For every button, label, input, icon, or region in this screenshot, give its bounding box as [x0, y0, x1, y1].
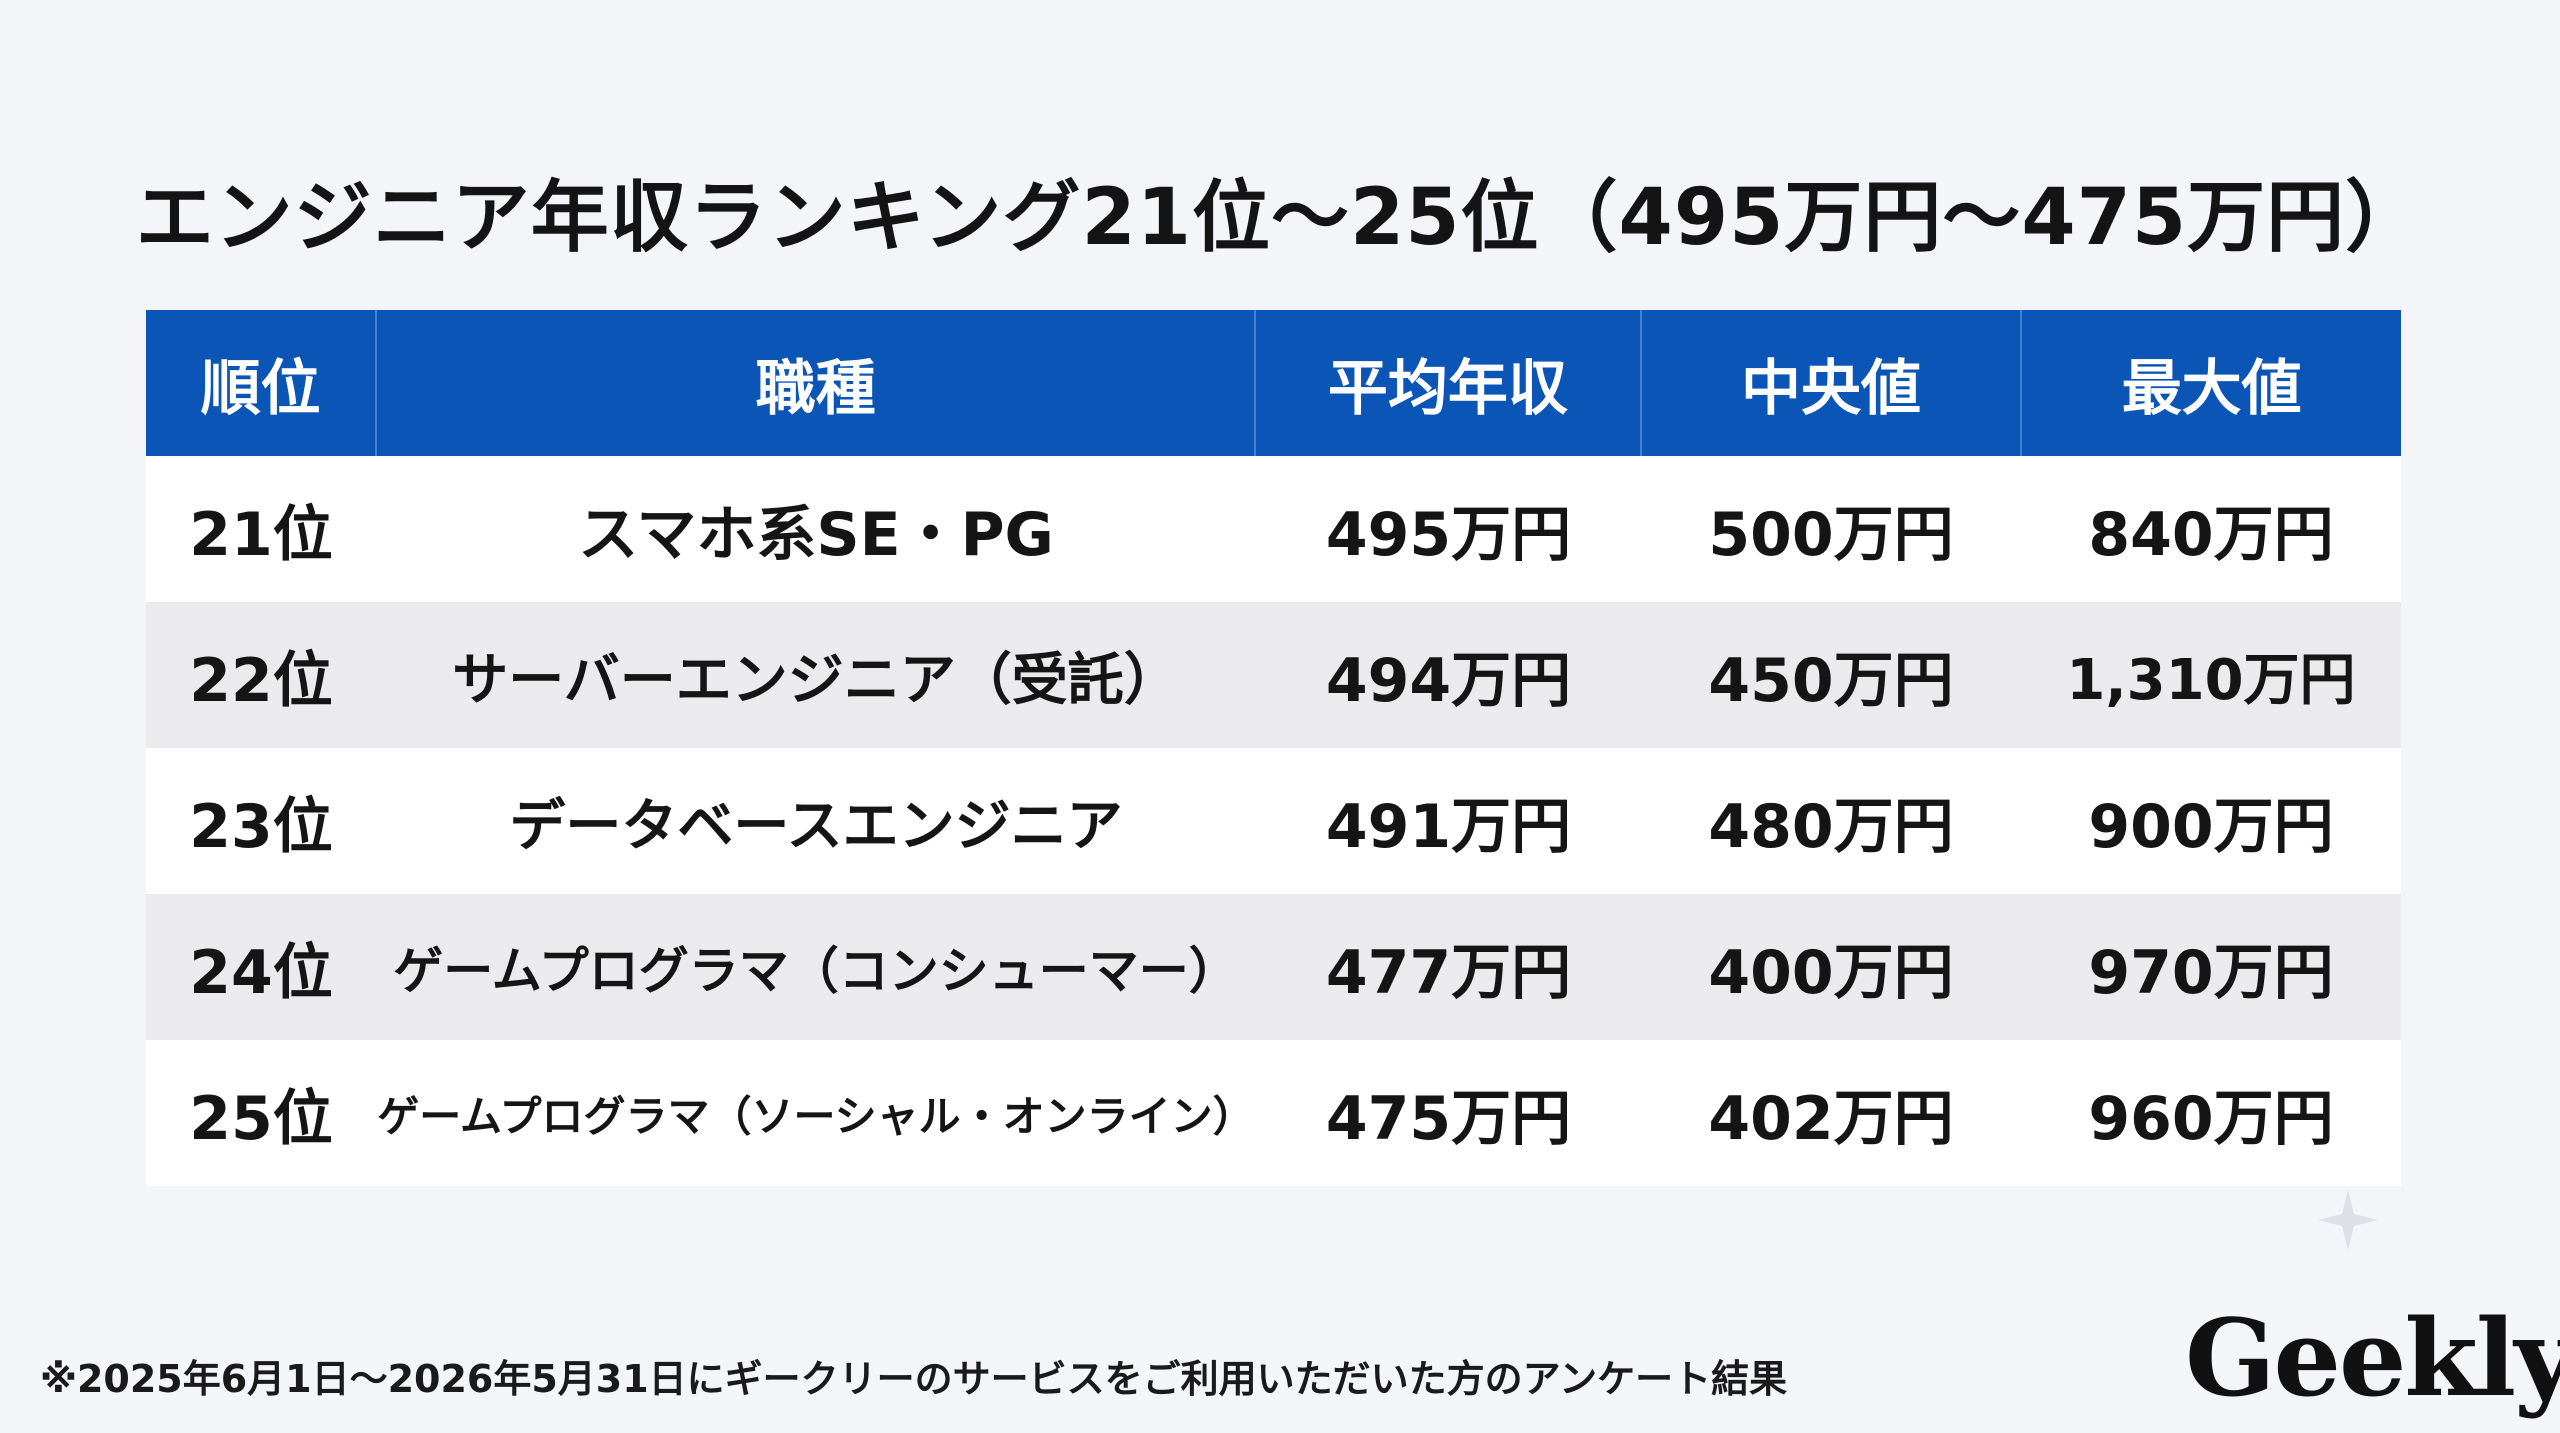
- table-row: 25位 ゲームプログラマ（ソーシャル・オンライン） 475万円 402万円 96…: [146, 1040, 2401, 1186]
- table-row: 21位 スマホ系SE・PG 495万円 500万円 840万円: [146, 456, 2401, 602]
- rank-cell: 24位: [189, 937, 333, 1008]
- job-type-cell: データベースエンジニア: [509, 793, 1123, 859]
- job-type-cell: サーバーエンジニア（受託）: [452, 647, 1180, 713]
- rank-cell: 21位: [189, 499, 333, 570]
- average-salary-cell: 475万円: [1325, 1083, 1572, 1154]
- job-type-cell: ゲームプログラマ（ソーシャル・オンライン）: [377, 1091, 1255, 1141]
- table-row: 22位 サーバーエンジニア（受託） 494万円 450万円 1,310万円: [146, 602, 2401, 748]
- median-cell: 400万円: [1708, 937, 1954, 1008]
- header-median: 中央値: [1642, 310, 2023, 456]
- maximum-cell: 970万円: [2088, 937, 2334, 1008]
- geekly-logo: Geekly: [2185, 1295, 2560, 1420]
- page-title: エンジニア年収ランキング21位〜25位（495万円〜475万円）: [135, 173, 2425, 263]
- footnote: ※2025年6月1日〜2026年5月31日にギークリーのサービスをご利用いただい…: [40, 1357, 1788, 1401]
- table-header-row: 順位 職種 平均年収 中央値 最大値: [146, 310, 2401, 456]
- maximum-cell: 840万円: [2088, 499, 2334, 570]
- job-type-cell: スマホ系SE・PG: [578, 499, 1054, 570]
- header-maximum: 最大値: [2121, 353, 2302, 424]
- average-salary-cell: 491万円: [1325, 791, 1572, 862]
- average-salary-cell: 495万円: [1325, 499, 1572, 570]
- average-salary-cell: 494万円: [1325, 645, 1572, 716]
- sparkle-icon: [2318, 1190, 2378, 1250]
- job-type-cell: ゲームプログラマ（コンシューマー）: [393, 942, 1239, 1000]
- rank-cell: 25位: [189, 1083, 333, 1154]
- average-salary-cell: 477万円: [1325, 937, 1572, 1008]
- median-cell: 480万円: [1708, 791, 1954, 862]
- median-cell: 500万円: [1708, 499, 1954, 570]
- median-cell: 402万円: [1708, 1083, 1954, 1154]
- table-row: 24位 ゲームプログラマ（コンシューマー） 477万円 400万円 970万円: [146, 894, 2401, 1040]
- header-job-type: 職種: [377, 310, 1257, 456]
- median-cell: 450万円: [1708, 645, 1954, 716]
- salary-ranking-table: 順位 職種 平均年収 中央値 最大値 21位 スマホ系SE・PG 495万円 5…: [146, 310, 2401, 1186]
- maximum-cell: 960万円: [2088, 1083, 2334, 1154]
- maximum-cell: 1,310万円: [2066, 647, 2356, 713]
- header-average-salary: 平均年収: [1256, 310, 1642, 456]
- rank-cell: 23位: [189, 791, 333, 862]
- header-rank: 順位: [146, 310, 378, 456]
- maximum-cell: 900万円: [2088, 791, 2334, 862]
- table-row: 23位 データベースエンジニア 491万円 480万円 900万円: [146, 748, 2401, 894]
- rank-cell: 22位: [189, 645, 333, 716]
